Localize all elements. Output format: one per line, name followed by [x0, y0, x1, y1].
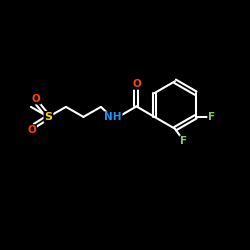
- Text: O: O: [27, 125, 36, 135]
- Text: F: F: [208, 112, 216, 122]
- Text: S: S: [44, 112, 52, 122]
- Text: F: F: [180, 136, 187, 146]
- Text: NH: NH: [104, 112, 122, 122]
- Text: O: O: [32, 94, 40, 104]
- Text: O: O: [132, 79, 141, 89]
